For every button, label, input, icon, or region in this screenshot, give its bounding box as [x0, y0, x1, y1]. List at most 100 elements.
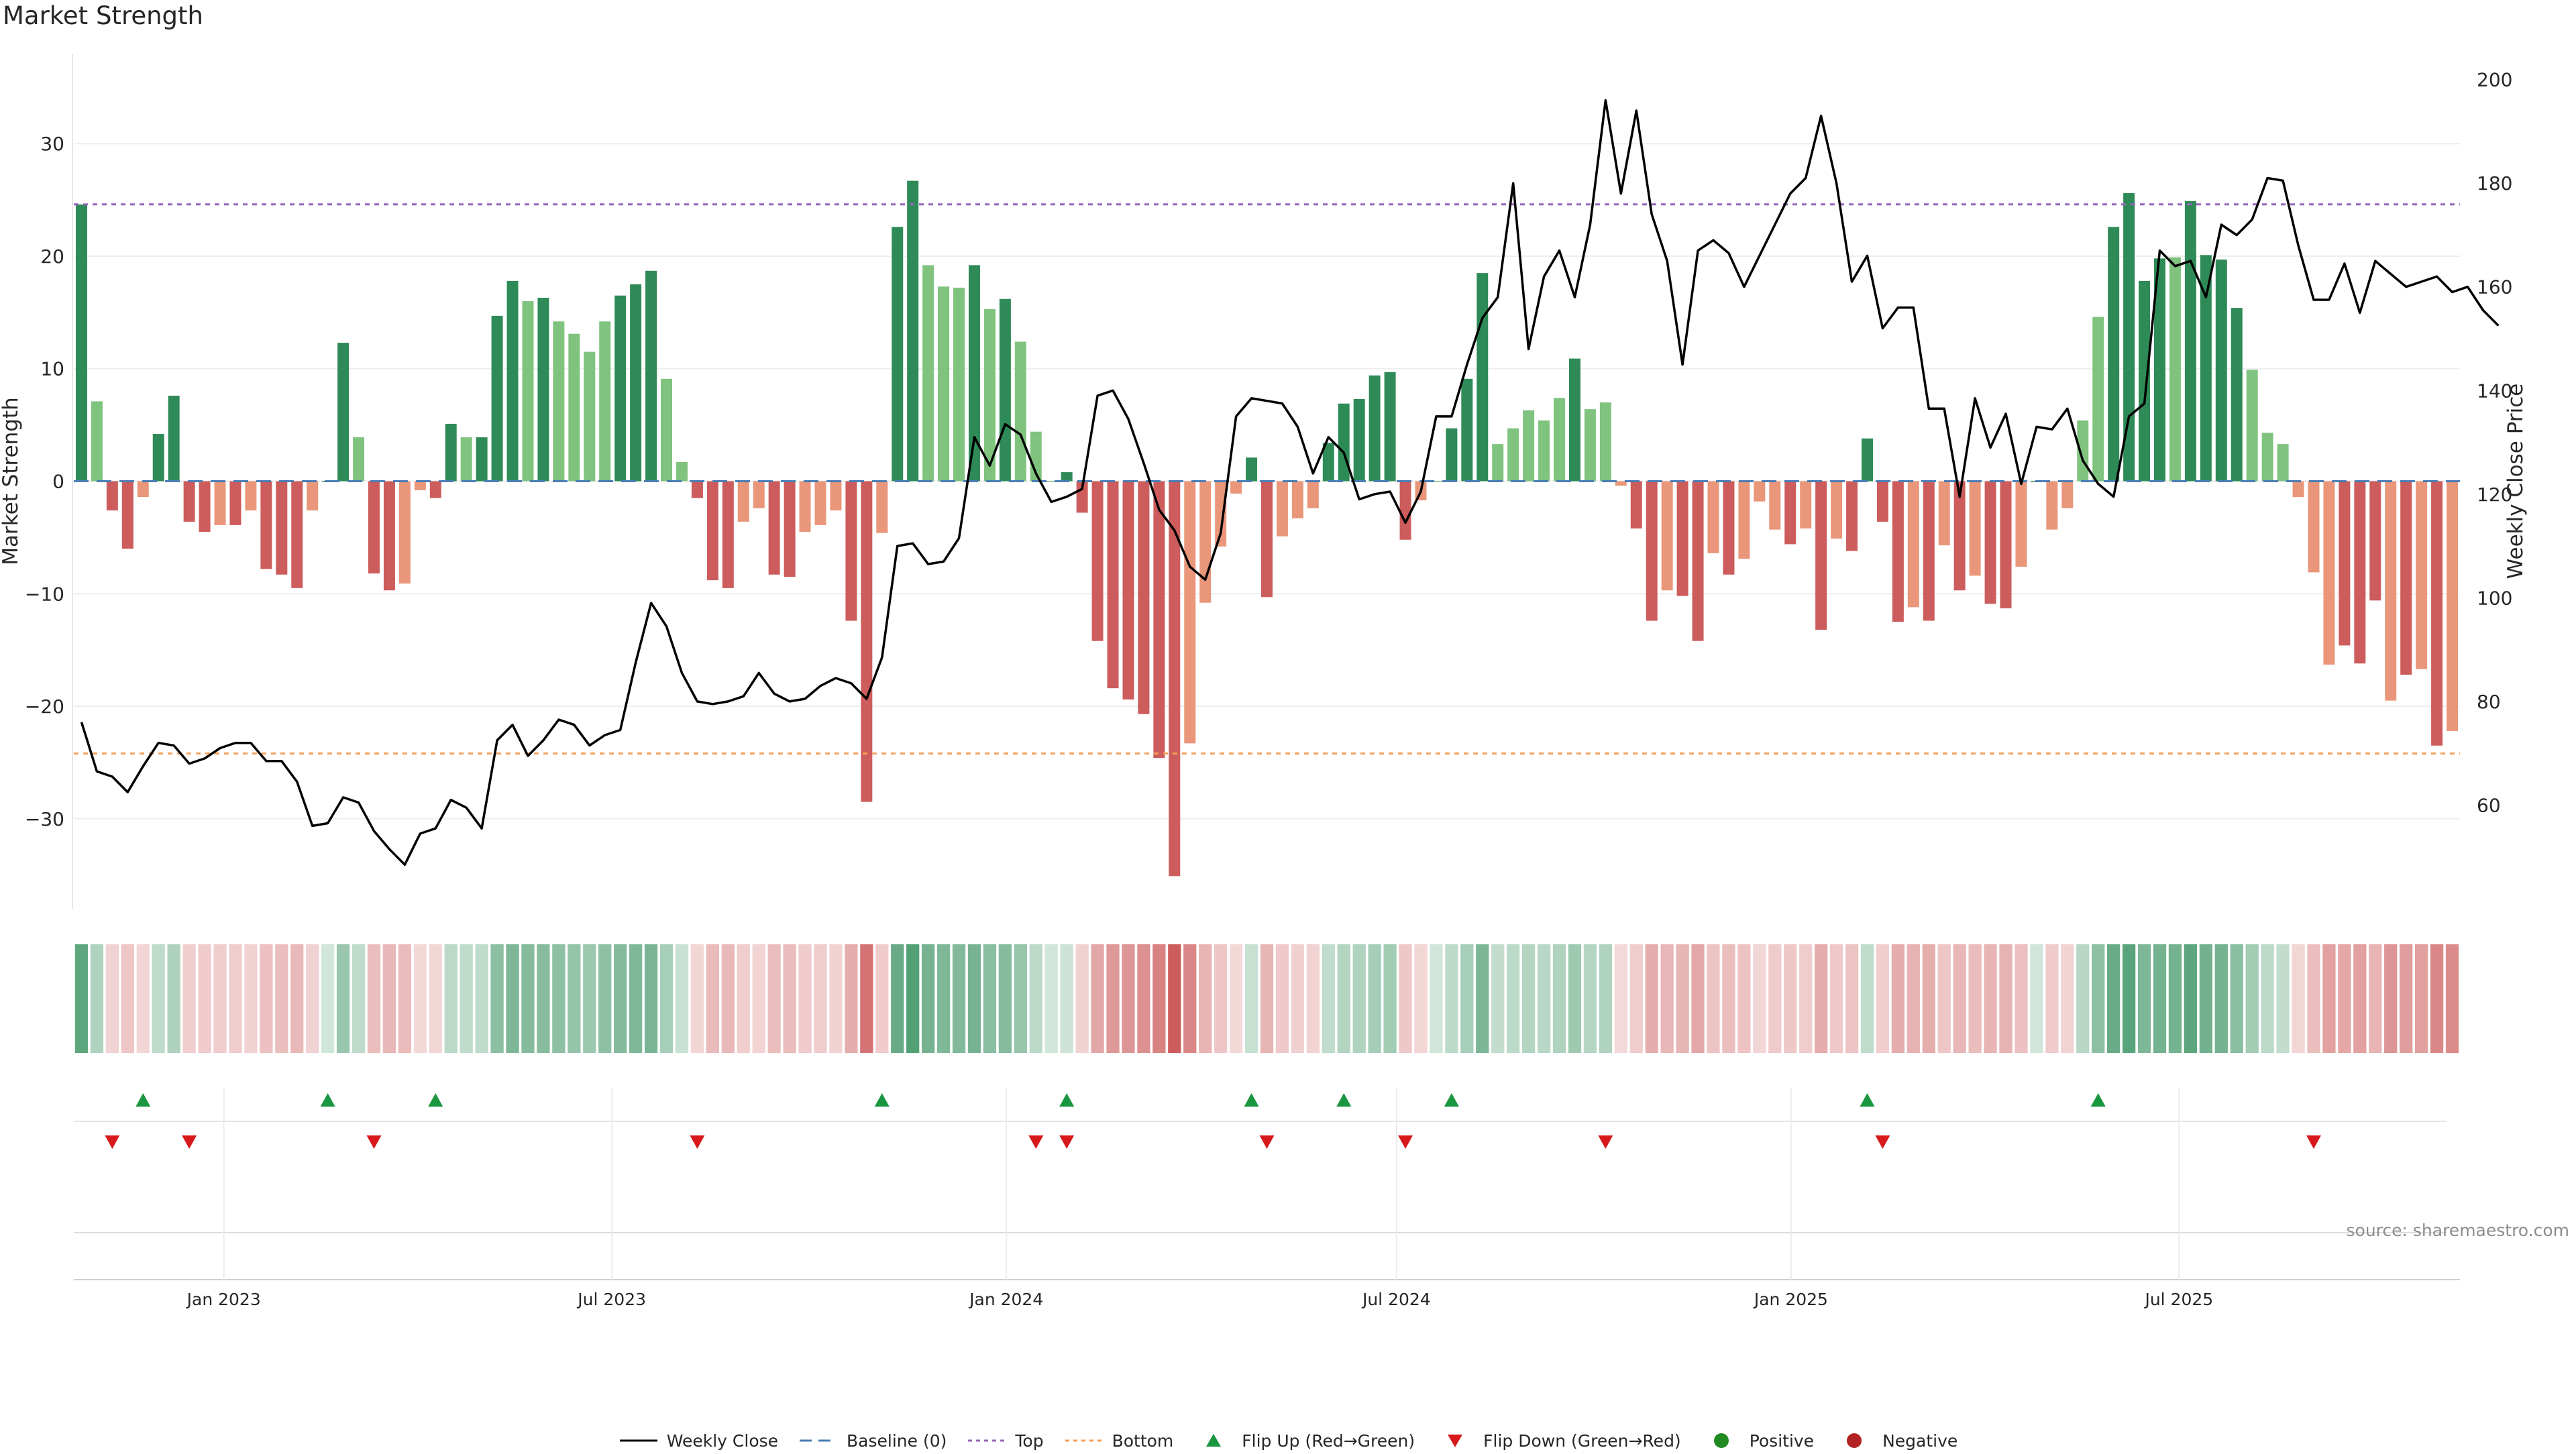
heat-cell [521, 944, 535, 1053]
strength-bar [1430, 481, 1442, 482]
heat-cell [105, 944, 119, 1053]
heat-cell [1491, 944, 1505, 1053]
flip-down-marker [1259, 1135, 1275, 1149]
strength-bar [2184, 201, 2196, 482]
heat-cell [568, 944, 581, 1053]
legend-label: Flip Down (Green→Red) [1483, 1431, 1681, 1451]
heat-cell [1784, 944, 1797, 1053]
legend-item: Flip Down (Green→Red) [1435, 1431, 1681, 1451]
strength-bar [2154, 258, 2165, 482]
x-tick-label: Jul 2023 [576, 1290, 646, 1309]
heat-cell [1306, 944, 1320, 1053]
strength-bar [1707, 481, 1719, 553]
strength-bar [676, 461, 688, 482]
strength-bar [429, 481, 441, 498]
heat-cell [2430, 944, 2444, 1053]
strength-bar [2123, 193, 2135, 482]
strength-bar [661, 378, 673, 482]
legend-item: Bottom [1064, 1431, 1173, 1451]
legend-swatch [800, 1439, 838, 1442]
y2-tick-label: 100 [2477, 587, 2512, 609]
heat-cell [2061, 944, 2074, 1053]
heat-cell [2076, 944, 2090, 1053]
legend-label: Top [1015, 1431, 1044, 1451]
heat-cell [659, 944, 674, 1053]
heat-cell [1060, 944, 1073, 1053]
strength-bar [1107, 481, 1119, 689]
heat-cell [706, 944, 719, 1053]
legend-swatch [1206, 1434, 1222, 1447]
y2-tick-label: 180 [2477, 172, 2512, 194]
strength-bar [476, 437, 488, 482]
legend-label: Positive [1749, 1431, 1815, 1451]
x-tick-label: Jul 2024 [1361, 1290, 1431, 1309]
strength-bar [383, 481, 395, 591]
heat-cell [2137, 944, 2151, 1053]
y2-tick-label: 60 [2477, 794, 2501, 816]
heat-cell [2445, 944, 2459, 1053]
heat-cell [1876, 944, 1890, 1053]
strength-bar [91, 401, 103, 482]
heat-cell [1368, 944, 1381, 1053]
y2-tick-label: 200 [2477, 69, 2512, 91]
heat-cell [152, 944, 165, 1053]
strength-bar [614, 295, 627, 482]
strength-bar [983, 309, 996, 482]
strength-bar [907, 180, 919, 482]
strength-bar [2354, 481, 2366, 664]
strength-bar [152, 434, 164, 482]
flip-up-marker [428, 1093, 443, 1107]
y-tick-label: −20 [25, 695, 64, 718]
strength-bar [691, 481, 703, 498]
strength-bar [845, 481, 857, 621]
heat-cell [1907, 944, 1920, 1053]
strength-bar [1754, 481, 1766, 502]
heat-cell [1445, 944, 1458, 1053]
strength-bar [1769, 481, 1781, 530]
strength-bar [1738, 481, 1750, 559]
heat-cell [1815, 944, 1828, 1053]
strength-bar [168, 396, 180, 482]
strength-bar [2000, 481, 2012, 609]
strength-bar [814, 481, 826, 525]
heat-cell [1583, 944, 1597, 1053]
heat-cell [752, 944, 765, 1053]
heat-cell [614, 944, 627, 1053]
strength-bar [2092, 317, 2104, 482]
strength-bar [1815, 481, 1827, 630]
strength-bar [1076, 481, 1088, 513]
heat-cell [2414, 944, 2428, 1053]
heat-cell [1799, 944, 1813, 1053]
strength-bar [1938, 481, 1950, 546]
heat-cell [1014, 944, 1027, 1053]
strength-bar [307, 481, 319, 511]
strength-bar [1477, 273, 1489, 482]
strength-bar [645, 270, 657, 482]
flip-down-marker [690, 1135, 705, 1149]
heat-cell [1599, 944, 1613, 1053]
strength-bar [1599, 402, 1611, 482]
flip-down-marker [2306, 1135, 2321, 1149]
heat-cell [182, 944, 196, 1053]
heat-cell [413, 944, 427, 1053]
heat-cell [1260, 944, 1274, 1053]
heat-cell [1552, 944, 1566, 1053]
heat-cell [2092, 944, 2105, 1053]
heat-cell [767, 944, 781, 1053]
strength-bar [1368, 375, 1381, 482]
strength-bar [784, 481, 796, 577]
strength-bar [1723, 481, 1735, 575]
y2-tick-label: 140 [2477, 380, 2512, 402]
strength-bar [1784, 481, 1796, 545]
y2-tick-label: 120 [2477, 484, 2512, 506]
heat-cell [1430, 944, 1443, 1053]
heat-cell [2107, 944, 2121, 1053]
heat-cell [2045, 944, 2059, 1053]
strength-bar [2246, 370, 2258, 482]
strength-bar [722, 481, 734, 588]
strength-bar [460, 437, 472, 482]
heat-cell [1676, 944, 1689, 1053]
y-axis-label: Market Strength [0, 397, 23, 565]
strength-bar [953, 287, 965, 482]
strength-bar [2108, 227, 2120, 482]
